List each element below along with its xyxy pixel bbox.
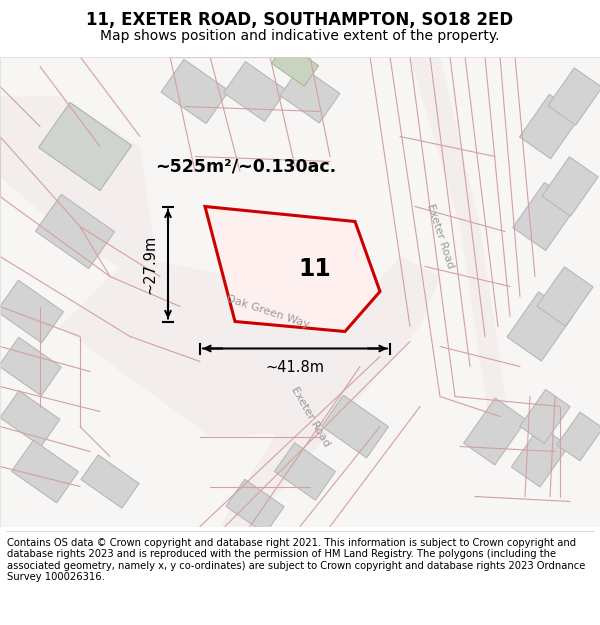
Polygon shape — [548, 68, 600, 125]
Polygon shape — [507, 292, 573, 361]
Polygon shape — [35, 194, 115, 269]
Polygon shape — [542, 157, 598, 216]
Polygon shape — [0, 280, 64, 343]
Text: Contains OS data © Crown copyright and database right 2021. This information is : Contains OS data © Crown copyright and d… — [7, 538, 586, 582]
Text: ~27.9m: ~27.9m — [143, 234, 158, 294]
Polygon shape — [0, 338, 61, 396]
Text: Oak Green Way: Oak Green Way — [225, 293, 311, 329]
Polygon shape — [0, 391, 60, 446]
Text: 11, EXETER ROAD, SOUTHAMPTON, SO18 2ED: 11, EXETER ROAD, SOUTHAMPTON, SO18 2ED — [86, 11, 514, 29]
Polygon shape — [274, 443, 335, 500]
Polygon shape — [280, 66, 340, 123]
Polygon shape — [60, 256, 380, 436]
Text: 11: 11 — [299, 256, 331, 281]
Polygon shape — [161, 59, 229, 124]
Polygon shape — [11, 440, 79, 503]
Text: Exeter Road: Exeter Road — [425, 203, 455, 270]
Polygon shape — [380, 56, 510, 426]
Polygon shape — [513, 182, 577, 251]
Polygon shape — [464, 398, 526, 465]
Text: ~41.8m: ~41.8m — [265, 361, 325, 376]
Text: ~525m²/~0.130ac.: ~525m²/~0.130ac. — [155, 158, 336, 176]
Polygon shape — [537, 267, 593, 326]
Polygon shape — [0, 96, 160, 286]
Polygon shape — [226, 479, 284, 534]
Polygon shape — [224, 62, 286, 121]
Polygon shape — [557, 412, 600, 461]
Polygon shape — [81, 455, 139, 508]
Polygon shape — [271, 42, 319, 86]
Polygon shape — [520, 389, 570, 444]
Text: Map shows position and indicative extent of the property.: Map shows position and indicative extent… — [100, 29, 500, 43]
Polygon shape — [520, 94, 580, 159]
Polygon shape — [190, 256, 440, 526]
Polygon shape — [511, 426, 569, 487]
Polygon shape — [205, 206, 380, 331]
Polygon shape — [38, 102, 131, 191]
Text: Exeter Road: Exeter Road — [289, 385, 331, 448]
Polygon shape — [322, 395, 388, 458]
